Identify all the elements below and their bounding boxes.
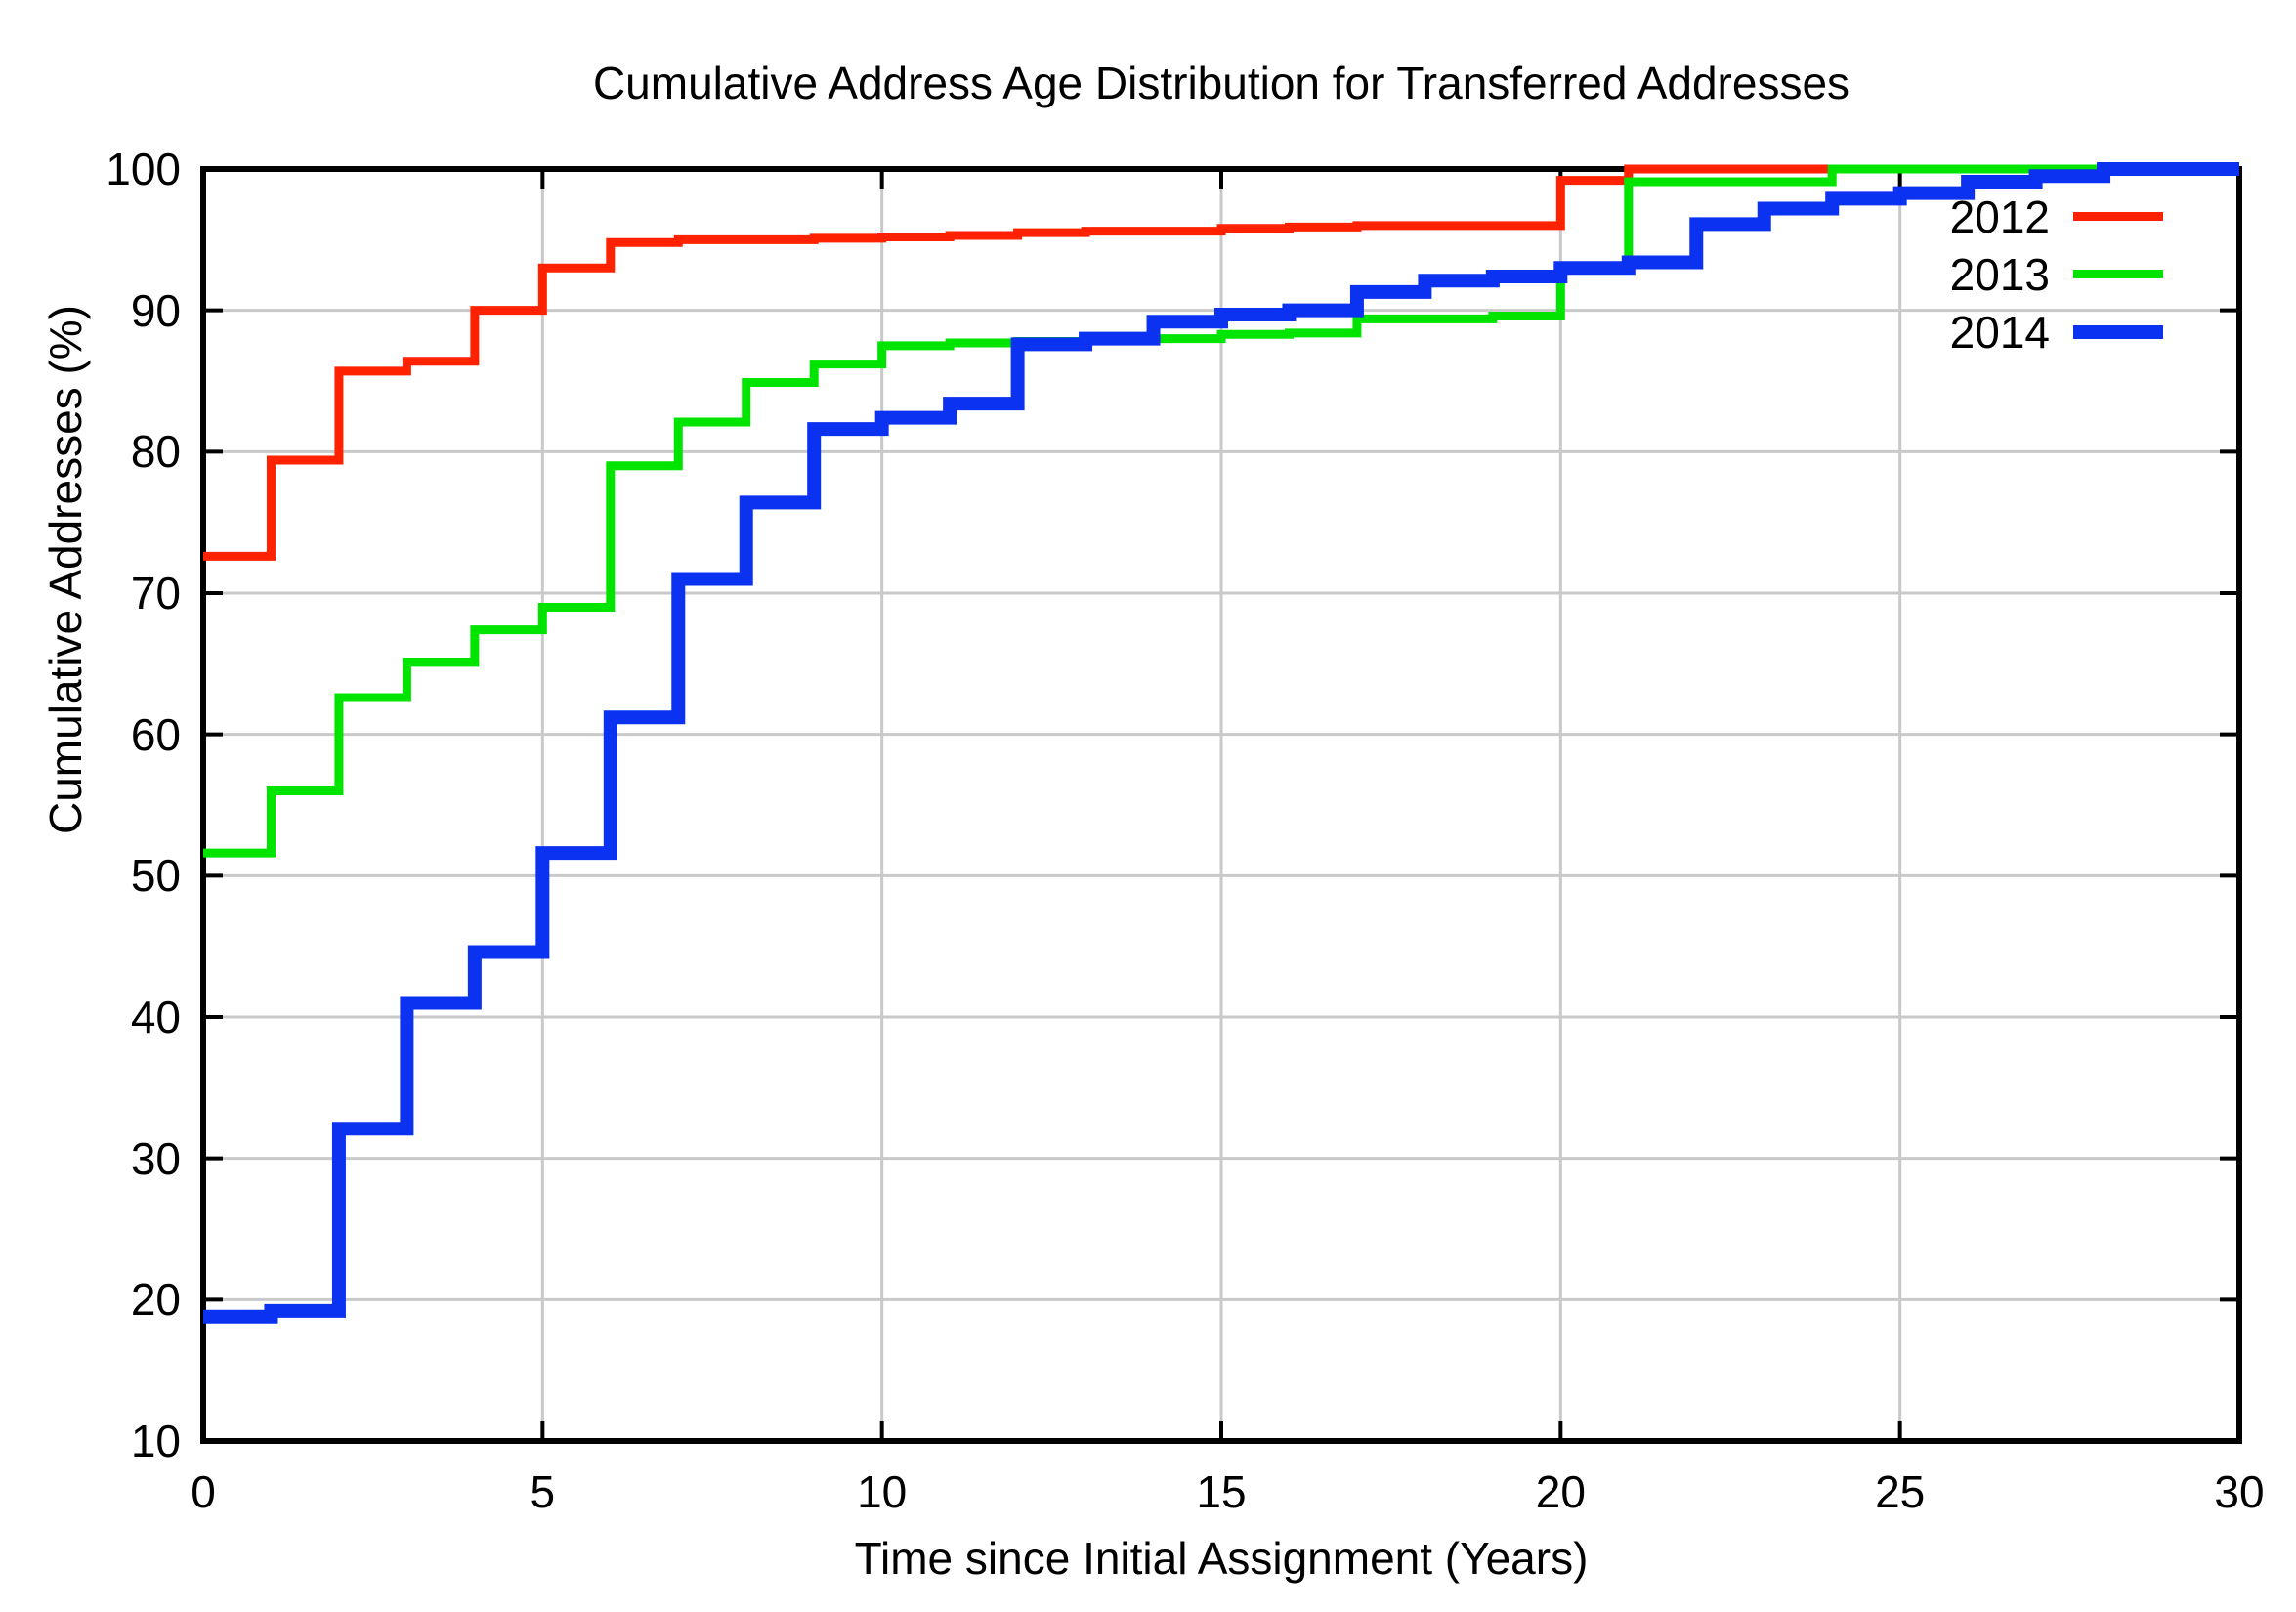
- y-tick-label: 100: [106, 144, 181, 194]
- y-tick-label: 10: [130, 1416, 181, 1466]
- legend-row-2013: 2013: [1876, 245, 2163, 303]
- y-tick-label: 20: [130, 1274, 181, 1326]
- legend-row-2014: 2014: [1876, 303, 2163, 361]
- y-tick-label: 50: [130, 850, 181, 902]
- chart-title: Cumulative Address Age Distribution for …: [592, 58, 1850, 108]
- x-tick-label: 15: [1196, 1466, 1247, 1517]
- series-2012-line: [203, 164, 2239, 561]
- y-tick-label: 90: [130, 284, 181, 336]
- y-tick-label: 70: [130, 568, 181, 618]
- y-tick-label: 30: [130, 1132, 181, 1184]
- legend-label: 2012: [1949, 191, 2050, 242]
- legend-line-sample: [2073, 212, 2163, 221]
- legend-line-sample: [2073, 270, 2163, 278]
- legend-label: 2014: [1949, 306, 2050, 358]
- x-tick-label: 30: [2214, 1466, 2265, 1517]
- legend: 2012 2013 2014: [1876, 188, 2163, 361]
- x-tick-label: 10: [857, 1466, 908, 1517]
- x-tick-label: 5: [530, 1466, 556, 1517]
- y-tick-label: 80: [130, 426, 181, 478]
- legend-line-sample: [2073, 324, 2163, 339]
- x-tick-label: 0: [191, 1466, 216, 1517]
- x-axis-title: Time since Initial Assignment (Years): [854, 1533, 1589, 1584]
- y-axis-title: Cumulative Addresses (%): [40, 305, 91, 834]
- y-tick-label: 40: [130, 992, 181, 1042]
- x-tick-label: 25: [1875, 1466, 1926, 1517]
- legend-label: 2013: [1949, 248, 2050, 300]
- x-tick-label: 20: [1535, 1466, 1586, 1517]
- legend-row-2012: 2012: [1876, 188, 2163, 245]
- series-2014-line: [203, 162, 2239, 1324]
- y-tick-label: 60: [130, 708, 181, 760]
